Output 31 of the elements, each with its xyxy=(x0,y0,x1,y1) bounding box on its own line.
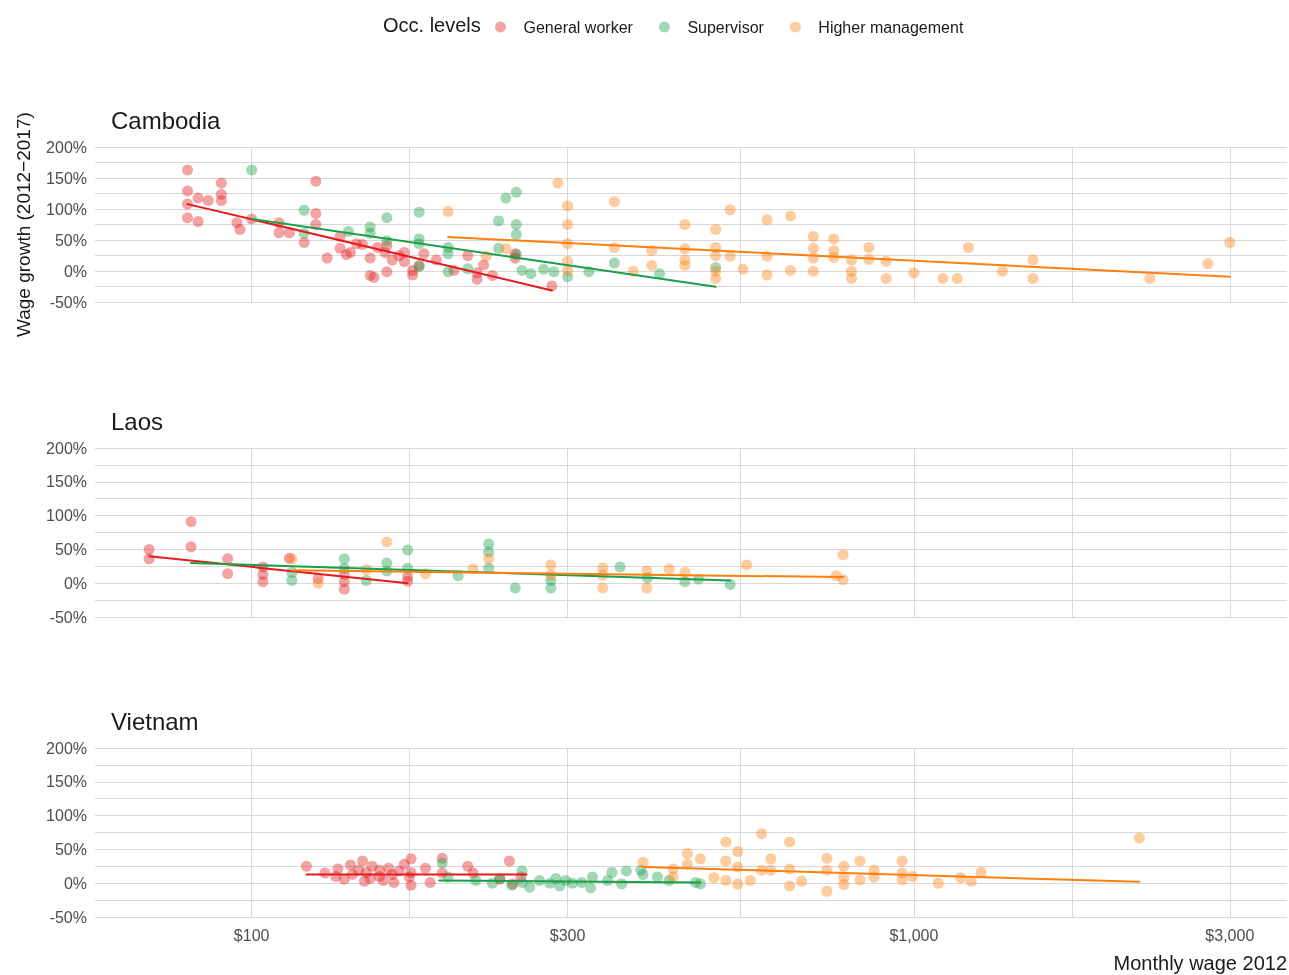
legend-label: Supervisor xyxy=(687,18,765,36)
x-tick-label: $100 xyxy=(233,926,270,944)
y-tick-label: 200% xyxy=(46,439,87,457)
y-tick-label: 200% xyxy=(46,138,87,156)
legend-label: General worker xyxy=(523,18,634,36)
y-tick-label: 0% xyxy=(63,574,87,592)
y-tick-label: 50% xyxy=(54,840,87,858)
x-tick-label: $1,000 xyxy=(889,926,939,944)
y-tick-label: 50% xyxy=(54,540,87,558)
x-tick-label: $3,000 xyxy=(1205,926,1255,944)
y-tick-label: 150% xyxy=(46,169,87,187)
x-axis-title: Monthly wage 2012 xyxy=(1113,952,1288,974)
chart-title: Vietnam xyxy=(111,707,199,735)
chart-title: Laos xyxy=(111,407,164,435)
y-tick-label: 150% xyxy=(46,773,87,791)
y-tick-label: 200% xyxy=(46,739,87,757)
y-tick-label: 150% xyxy=(46,473,87,491)
x-tick-label: $300 xyxy=(549,926,586,944)
y-tick-label: 0% xyxy=(63,262,87,280)
y-tick-label: -50% xyxy=(49,293,87,311)
y-axis-title: Wage growth (2012−2017) xyxy=(13,112,34,338)
y-tick-label: -50% xyxy=(49,908,87,926)
y-tick-label: 100% xyxy=(46,807,87,825)
y-tick-label: 100% xyxy=(46,507,87,525)
y-tick-label: 100% xyxy=(46,200,87,218)
legend-title: Occ. levels xyxy=(383,14,481,36)
y-tick-label: 50% xyxy=(54,231,87,249)
legend-label: Higher management xyxy=(818,18,964,36)
y-tick-label: -50% xyxy=(49,608,87,626)
chart-title: Cambodia xyxy=(111,106,222,134)
y-tick-label: 0% xyxy=(63,874,87,892)
